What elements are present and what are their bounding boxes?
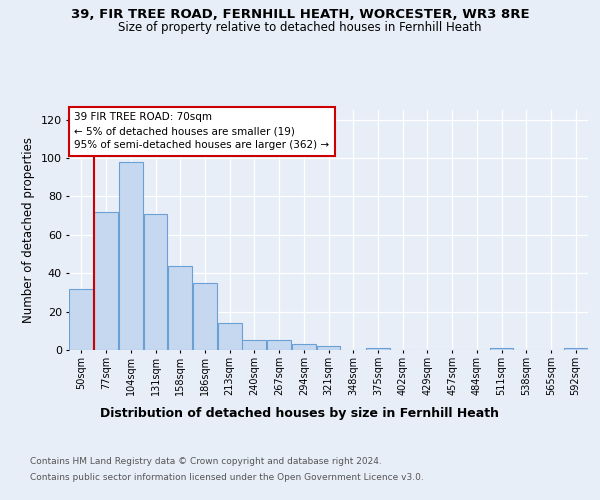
- Bar: [70, 288, 94, 350]
- Bar: [193, 283, 217, 350]
- Text: Contains public sector information licensed under the Open Government Licence v3: Contains public sector information licen…: [30, 472, 424, 482]
- Bar: [168, 266, 192, 350]
- Bar: [292, 344, 316, 350]
- Bar: [267, 340, 291, 350]
- Bar: [218, 323, 242, 350]
- Text: 39, FIR TREE ROAD, FERNHILL HEATH, WORCESTER, WR3 8RE: 39, FIR TREE ROAD, FERNHILL HEATH, WORCE…: [71, 8, 529, 20]
- Bar: [143, 214, 167, 350]
- Bar: [242, 340, 266, 350]
- Bar: [317, 346, 340, 350]
- Text: Contains HM Land Registry data © Crown copyright and database right 2024.: Contains HM Land Registry data © Crown c…: [30, 458, 382, 466]
- Text: Distribution of detached houses by size in Fernhill Heath: Distribution of detached houses by size …: [101, 408, 499, 420]
- Bar: [490, 348, 514, 350]
- Bar: [94, 212, 118, 350]
- Y-axis label: Number of detached properties: Number of detached properties: [22, 137, 35, 323]
- Text: Size of property relative to detached houses in Fernhill Heath: Size of property relative to detached ho…: [118, 21, 482, 34]
- Text: 39 FIR TREE ROAD: 70sqm
← 5% of detached houses are smaller (19)
95% of semi-det: 39 FIR TREE ROAD: 70sqm ← 5% of detached…: [74, 112, 329, 150]
- Bar: [366, 348, 390, 350]
- Bar: [119, 162, 143, 350]
- Bar: [563, 348, 587, 350]
